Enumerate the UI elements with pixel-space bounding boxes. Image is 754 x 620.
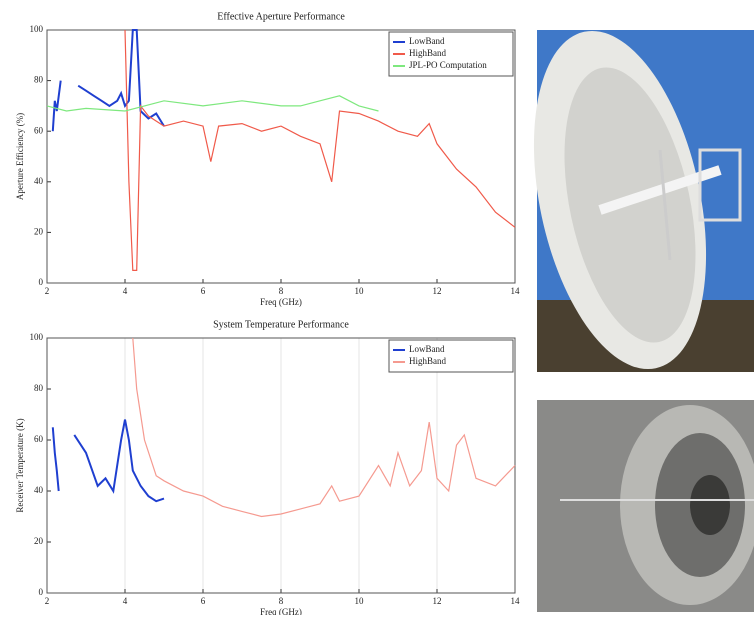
y-tick-label: 0 [39, 277, 44, 287]
y-tick-label: 20 [34, 536, 44, 546]
x-tick-label: 10 [355, 596, 365, 606]
legend-label: JPL-PO Computation [409, 60, 487, 70]
y-tick-label: 80 [34, 75, 44, 85]
legend-label: LowBand [409, 36, 445, 46]
horn-photo [537, 400, 754, 612]
y-tick-label: 60 [34, 434, 44, 444]
x-tick-label: 2 [45, 596, 50, 606]
y-tick-label: 40 [34, 176, 44, 186]
chart-title: Effective Aperture Performance [217, 11, 345, 22]
y-tick-label: 60 [34, 125, 44, 135]
x-tick-label: 14 [511, 596, 521, 606]
x-axis-label: Freq (GHz) [260, 607, 302, 615]
x-tick-label: 6 [201, 596, 206, 606]
x-tick-label: 4 [123, 286, 128, 296]
y-tick-label: 100 [30, 24, 44, 34]
y-axis-label: Aperture Efficiency (%) [15, 113, 25, 200]
x-tick-label: 4 [123, 596, 128, 606]
figure: Effective Aperture Performance 2 4 6 8 10 12 14… [0, 0, 754, 615]
legend-label: LowBand [409, 344, 445, 354]
legend-box [389, 340, 513, 372]
x-axis-label: Freq (GHz) [260, 297, 302, 307]
page: Effective Aperture Performance 2 4 6 8 10 12 14… [0, 0, 754, 620]
y-tick-label: 20 [34, 226, 44, 236]
data-line [53, 420, 164, 502]
y-tick-label: 0 [39, 587, 44, 597]
y-tick-label: 40 [34, 485, 44, 495]
x-tick-label: 8 [279, 596, 284, 606]
chart-title: System Temperature Performance [213, 319, 349, 330]
x-tick-label: 12 [433, 286, 442, 296]
x-tick-label: 14 [511, 286, 521, 296]
y-tick-label: 100 [30, 332, 44, 342]
x-tick-label: 8 [279, 286, 284, 296]
x-tick-label: 6 [201, 286, 206, 296]
data-line [53, 30, 164, 131]
x-tick-label: 10 [355, 286, 365, 296]
legend-label: HighBand [409, 356, 446, 366]
y-axis-label: Receiver Temperature (K) [15, 418, 25, 512]
x-tick-label: 12 [433, 596, 442, 606]
dish-photo [506, 15, 754, 385]
legend-label: HighBand [409, 48, 446, 58]
x-tick-label: 2 [45, 286, 50, 296]
y-tick-label: 80 [34, 383, 44, 393]
